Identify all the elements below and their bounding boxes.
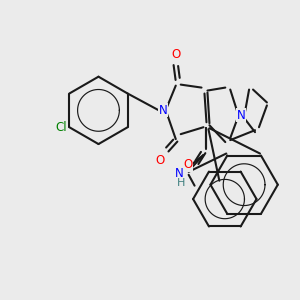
Text: N: N <box>158 104 167 117</box>
Text: N: N <box>175 167 184 180</box>
Text: Cl: Cl <box>56 121 67 134</box>
Text: O: O <box>183 158 192 171</box>
Text: O: O <box>155 154 164 167</box>
Text: O: O <box>171 48 180 62</box>
Text: H: H <box>176 178 185 188</box>
Text: N: N <box>237 109 245 122</box>
